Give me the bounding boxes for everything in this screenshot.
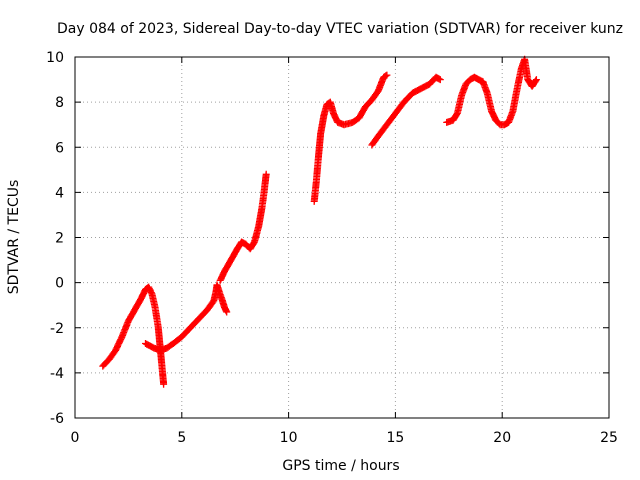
y-axis-label: SDTVAR / TECUs — [6, 180, 22, 295]
y-tick-label: 10 — [46, 50, 64, 66]
data-point — [532, 77, 540, 85]
grid-lines — [75, 57, 609, 418]
x-tick-label: 20 — [493, 430, 511, 446]
data-point — [532, 76, 540, 84]
y-tick-label: 6 — [55, 140, 64, 156]
y-tick-labels: -6 -4 -2 0 2 4 6 8 10 — [46, 50, 64, 427]
x-tick-label: 0 — [71, 430, 80, 446]
x-tick-label: 10 — [280, 430, 298, 446]
data-point — [160, 380, 168, 388]
x-tick-label: 25 — [600, 430, 618, 446]
plot-frame — [74, 56, 610, 419]
y-tick-label: 8 — [55, 95, 64, 111]
y-tick-label: -4 — [50, 366, 64, 382]
data-point — [223, 308, 231, 316]
x-tick-label: 5 — [177, 430, 186, 446]
y-tick-label: 0 — [55, 276, 64, 292]
x-tick-label: 15 — [386, 430, 404, 446]
y-tick-label: -6 — [50, 411, 64, 427]
x-tick-labels: 0 5 10 15 20 25 — [71, 430, 618, 446]
data-points — [99, 55, 540, 388]
x-axis-label: GPS time / hours — [282, 458, 399, 474]
y-tick-label: -2 — [50, 321, 64, 337]
y-tick-label: 2 — [55, 231, 64, 247]
data-point — [382, 72, 390, 80]
data-point — [383, 71, 391, 79]
data-point — [436, 76, 444, 84]
chart-title: Day 084 of 2023, Sidereal Day-to-day VTE… — [57, 21, 623, 37]
data-point — [262, 170, 270, 178]
y-tick-label: 4 — [55, 185, 64, 201]
